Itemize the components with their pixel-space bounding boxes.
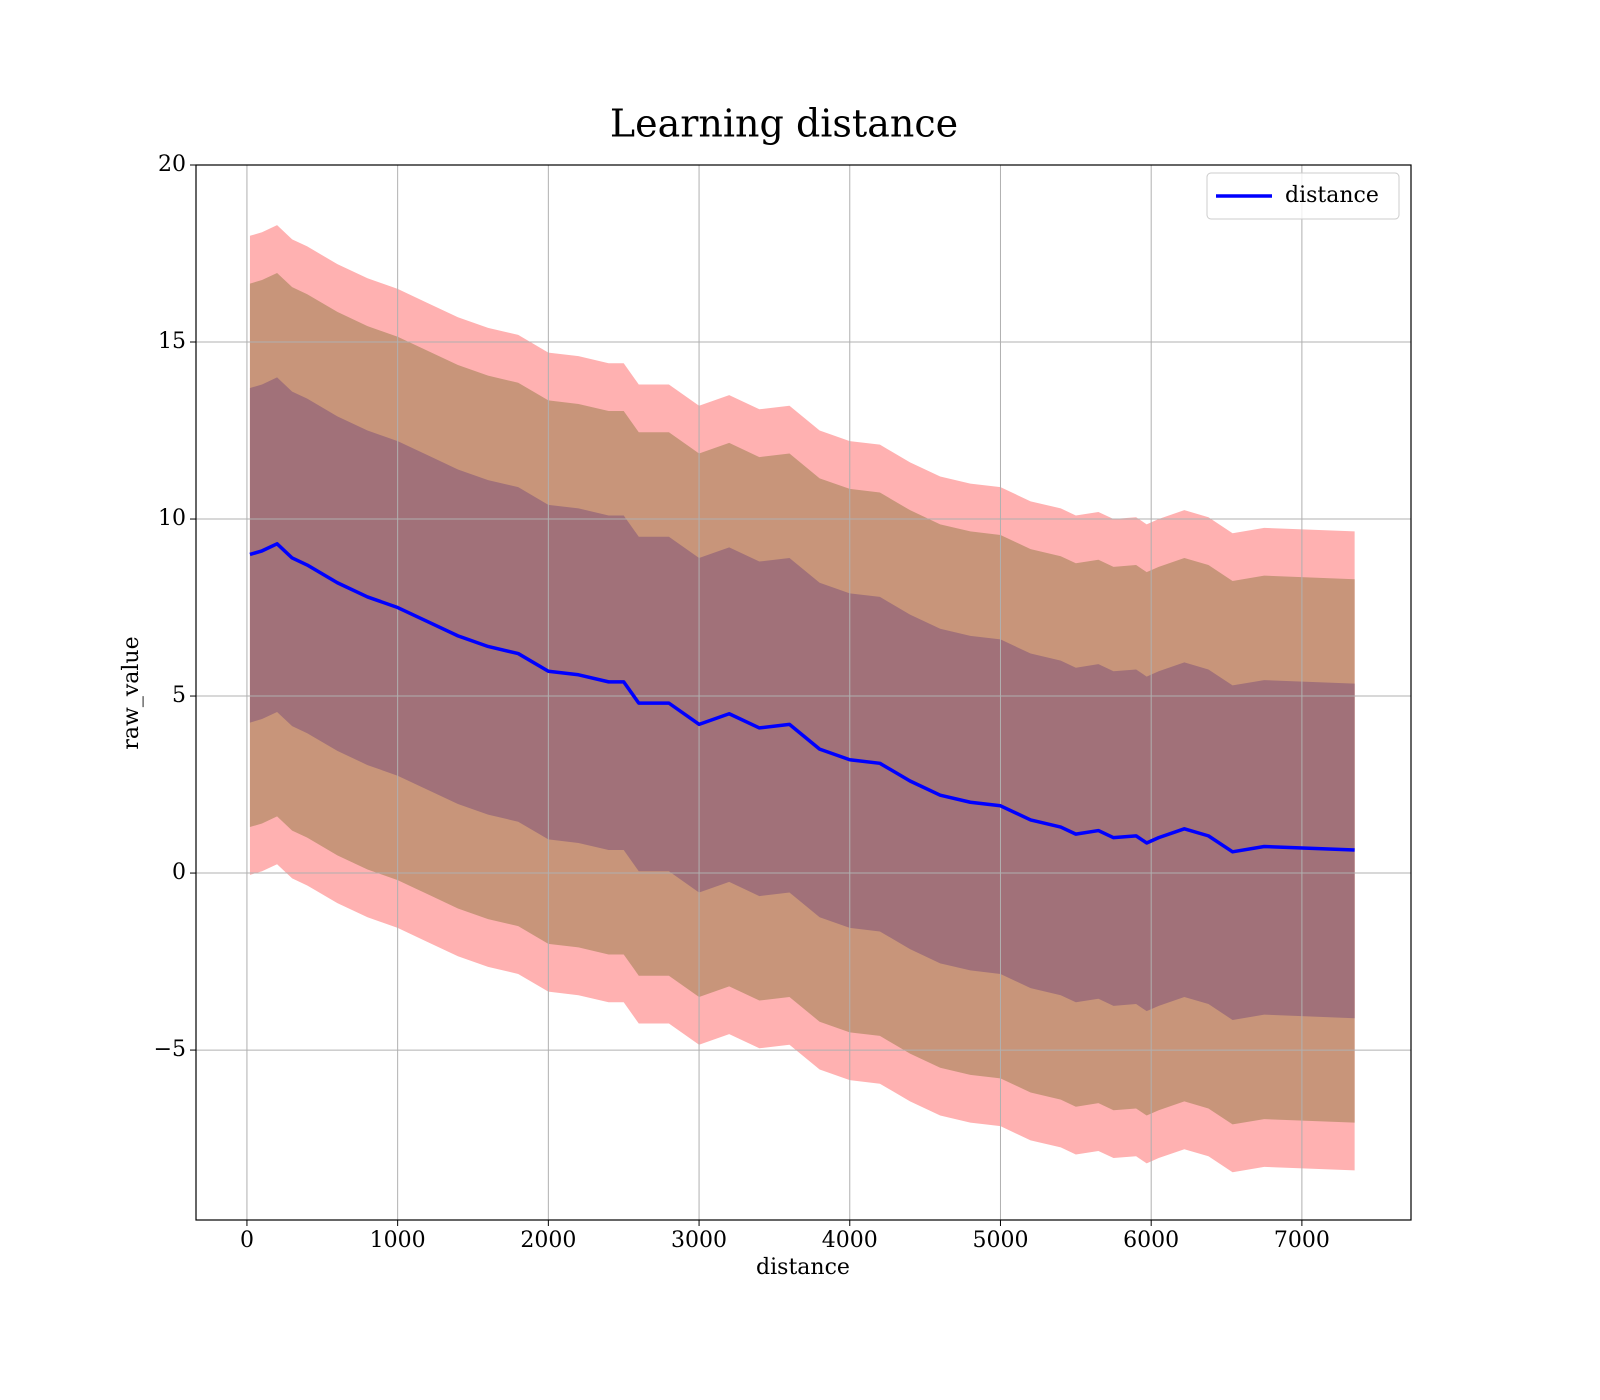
band: [249, 377, 1355, 1020]
x-tick-label: 1000: [370, 1228, 426, 1253]
legend-box: [1206, 172, 1400, 220]
y-axis-label: raw_value: [119, 636, 144, 749]
x-tick-label: 2000: [520, 1228, 576, 1253]
y-tick-label: 10: [158, 506, 186, 531]
y-tick-label: 0: [172, 860, 186, 885]
x-axis-label: distance: [756, 1255, 850, 1280]
x-tick-label: 4000: [822, 1228, 878, 1253]
legend-label: distance: [1285, 183, 1379, 208]
x-tick-label: 3000: [671, 1228, 727, 1253]
plot-frame: [195, 164, 1412, 1221]
x-tick-label: 0: [240, 1228, 254, 1253]
x-tick-label: 7000: [1274, 1228, 1330, 1253]
y-tick-label: 15: [158, 329, 186, 354]
x-tick-label: 5000: [972, 1228, 1028, 1253]
y-tick-label: 5: [172, 683, 186, 708]
y-tick-label: −5: [154, 1037, 186, 1062]
chart-title: Learning distance: [610, 102, 958, 146]
line: [249, 542, 1355, 854]
y-tick-label: 20: [158, 152, 186, 177]
x-tick-label: 6000: [1123, 1228, 1179, 1253]
